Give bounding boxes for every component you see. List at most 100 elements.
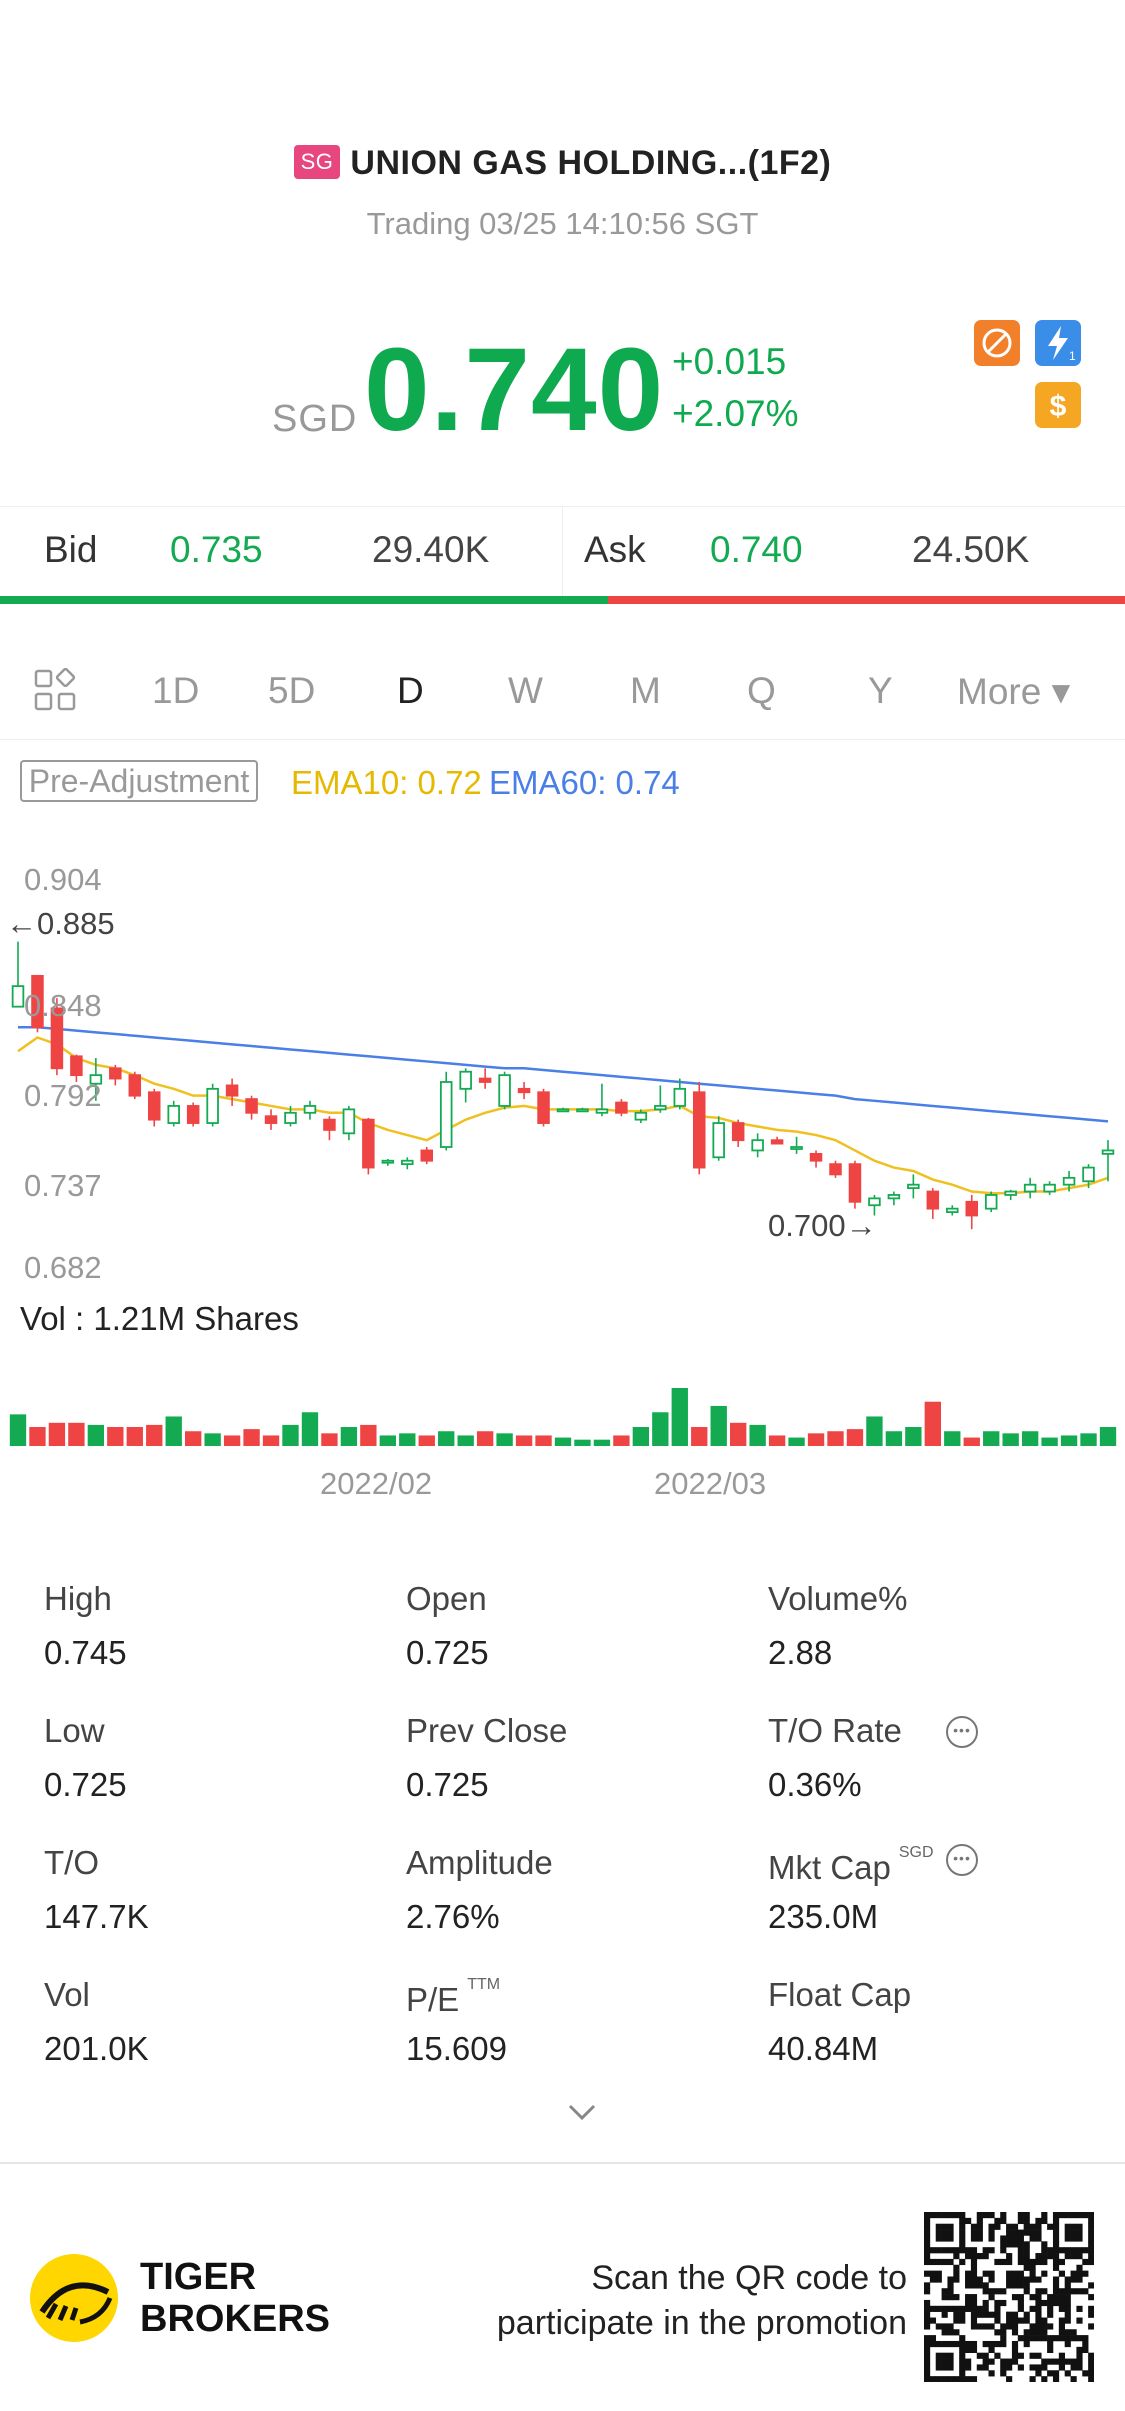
candle-body (323, 1118, 336, 1131)
volume-bar (204, 1433, 221, 1446)
high-marker-label: 0.885 (37, 906, 115, 941)
stat-label-float-cap: Float Cap (768, 1976, 912, 2013)
bid-size: 29.40K (372, 529, 490, 570)
volume-bar (652, 1412, 669, 1446)
y-tick-label: 0.848 (24, 988, 102, 1023)
volume-bar (340, 1427, 358, 1446)
bid-ask-panel: Bid 0.735 29.40K Ask 0.740 24.50K (0, 506, 1125, 606)
bid-price: 0.735 (170, 529, 263, 570)
lightning-1-icon[interactable]: 1 (1035, 320, 1081, 366)
candle-body (848, 1163, 862, 1203)
volume-bar (535, 1435, 552, 1446)
bid-label: Bid (44, 529, 98, 570)
volume-bar (730, 1422, 747, 1446)
candle-body (128, 1074, 142, 1097)
tab-y[interactable]: Y (868, 670, 893, 711)
candle-body (556, 1108, 570, 1113)
ema10-value: EMA10: 0.72 (291, 764, 482, 801)
tab-1d[interactable]: 1D (152, 670, 200, 711)
chevron-down-icon[interactable] (566, 2102, 598, 2127)
candle-body (50, 1007, 64, 1070)
promo-footer: TIGER BROKERS Scan the QR code to partic… (0, 2162, 1125, 2411)
candle-body (245, 1098, 258, 1114)
y-tick-label: 0.682 (24, 1250, 102, 1285)
mkt-cap-info-icon[interactable]: ••• (946, 1844, 978, 1876)
volume-bar (671, 1388, 688, 1446)
candle-body (225, 1084, 239, 1097)
grid-layout-icon[interactable] (34, 667, 78, 712)
low-marker: 0.700→ (768, 1208, 877, 1243)
candlestick-chart[interactable] (0, 860, 1125, 1280)
tab-d[interactable]: D (397, 670, 424, 711)
svg-text:$: $ (1050, 390, 1067, 423)
tab-5d[interactable]: 5D (268, 670, 316, 711)
y-tick-label: 0.904 (24, 862, 102, 897)
volume-bar (9, 1414, 27, 1446)
candle-body (186, 1105, 200, 1124)
candle-body (70, 1055, 83, 1077)
candle-body (731, 1122, 745, 1142)
volume-bar (924, 1401, 941, 1446)
candle-body (946, 1207, 959, 1213)
stock-title: SG UNION GAS HOLDING...(1F2) (0, 144, 1125, 183)
volume-bar (379, 1435, 396, 1446)
stat-value-float-cap: 40.84M (768, 2030, 879, 2067)
candle-body (401, 1159, 414, 1166)
no-margin-icon[interactable] (974, 320, 1020, 366)
high-marker: ←0.885 (6, 906, 115, 941)
dollar-icon[interactable]: $ (1035, 382, 1081, 428)
pre-adjustment-toggle[interactable]: Pre-Adjustment (20, 760, 258, 802)
candle-body (712, 1122, 725, 1159)
volume-bar (48, 1422, 66, 1446)
stat-value-amplitude: 2.76% (406, 1898, 500, 1935)
stat-superscript: SGD (898, 1844, 934, 1861)
qr-code-icon[interactable] (924, 2212, 1094, 2382)
brand-name: TIGER BROKERS (140, 2256, 330, 2340)
ema60-line (18, 1025, 1109, 1123)
volume-bar (87, 1424, 105, 1446)
candle-body (654, 1105, 667, 1111)
volume-bar (457, 1435, 474, 1446)
change-value: +0.015 (672, 341, 787, 382)
tab-m[interactable]: M (630, 670, 661, 711)
tab-q[interactable]: Q (747, 670, 776, 711)
volume-bar (846, 1429, 864, 1446)
to-rate-info-icon[interactable]: ••• (946, 1716, 978, 1748)
volume-bar (1002, 1433, 1019, 1446)
bid-ask-divider (562, 506, 563, 598)
stat-label-amplitude: Amplitude (406, 1844, 553, 1881)
tab-w[interactable]: W (508, 670, 543, 711)
stat-label-volume: Volume% (768, 1580, 908, 1617)
currency-label: SGD (272, 398, 358, 440)
candle-body (965, 1200, 979, 1217)
volume-bar (593, 1439, 611, 1446)
candle-body (498, 1074, 511, 1107)
volume-bar (807, 1433, 825, 1446)
candle-body (1062, 1176, 1076, 1186)
candle-body (109, 1067, 122, 1080)
candle-body (303, 1105, 317, 1114)
candle-body (459, 1070, 472, 1090)
stat-value-high: 0.745 (44, 1634, 127, 1671)
candle-body (517, 1087, 531, 1094)
volume-bar (905, 1427, 922, 1446)
ask-size: 24.50K (912, 529, 1030, 570)
candle-body (984, 1194, 998, 1210)
volume-bar (262, 1435, 280, 1446)
stat-value-prev-close: 0.725 (406, 1766, 489, 1803)
svg-text:1: 1 (1069, 349, 1076, 363)
candle-body (1082, 1166, 1095, 1183)
candle-body (11, 985, 25, 1008)
volume-bar (963, 1437, 980, 1446)
volume-bar (438, 1431, 455, 1446)
candle-body (907, 1183, 920, 1190)
brand-line1: TIGER (140, 2256, 257, 2298)
tab-more[interactable]: More ▾ (957, 671, 1071, 712)
volume-bar (983, 1431, 1000, 1446)
price-change: +0.015 +2.07% (672, 336, 799, 440)
volume-bar (1041, 1437, 1058, 1446)
candle-body (576, 1108, 589, 1113)
volume-bar (360, 1424, 377, 1446)
volume-bar (68, 1422, 85, 1446)
volume-bar (165, 1416, 182, 1446)
